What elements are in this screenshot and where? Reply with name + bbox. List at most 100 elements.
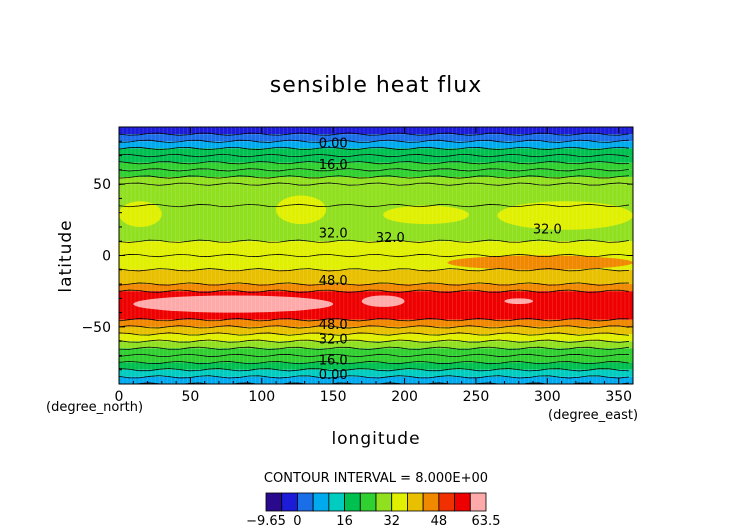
lat-band [119, 269, 633, 285]
contour-line [119, 161, 630, 165]
contour-label: 16.0 [319, 354, 348, 369]
colorbar-swatch [469, 492, 487, 512]
x-tick-label: 100 [248, 389, 275, 405]
y-axis: 50 0 −50 [81, 140, 633, 371]
colorbar-tick-label: 16 [336, 514, 353, 529]
x-tick-label: 0 [115, 389, 124, 405]
x-tick-label: 300 [534, 389, 561, 405]
lat-band [119, 334, 633, 342]
colorbar-swatch [265, 492, 283, 512]
lat-band [119, 341, 633, 349]
colorbar-swatch [281, 492, 298, 512]
contour-interval-text: CONTOUR INTERVAL = 8.000E+00 [264, 471, 488, 486]
x-tick-label: 50 [181, 389, 199, 405]
lat-band [119, 134, 633, 142]
colorbar-swatch [438, 492, 455, 512]
contour-line [119, 375, 630, 379]
colorbar-swatch [422, 492, 440, 512]
x-tick-label: 150 [320, 389, 347, 405]
lat-band [119, 369, 633, 377]
lat-band [119, 362, 633, 370]
lat-band [119, 284, 633, 292]
contour-line [119, 139, 630, 143]
contour-line [119, 289, 630, 293]
colorbar-swatch [375, 492, 393, 512]
y-axis-label: latitude [56, 219, 76, 292]
contour-line [119, 360, 630, 365]
x-unit-label: (degree_east) [548, 408, 638, 423]
field-patch [361, 295, 405, 307]
lat-band [119, 169, 633, 177]
contour-label: 32.0 [533, 222, 562, 237]
contour-line [119, 268, 630, 272]
lat-band [119, 148, 633, 156]
contour-label: 16.0 [319, 158, 348, 173]
lat-band [119, 176, 633, 185]
contour-line [119, 353, 630, 358]
lat-band [119, 155, 633, 163]
contour-line [119, 203, 630, 208]
field-patch [497, 201, 633, 230]
colorbar: −9.65 0 16 32 48 63.5 [246, 492, 501, 529]
contour-line [119, 253, 630, 258]
contour-line [119, 325, 630, 329]
lat-band [119, 355, 633, 363]
contour-line [119, 132, 630, 136]
lat-band [119, 162, 633, 170]
field-patch [504, 298, 534, 305]
field-patch [276, 195, 327, 225]
x-axis-label: longitude [331, 429, 420, 449]
contour-label: 48.0 [319, 318, 348, 333]
colorbar-tick-label: 32 [383, 514, 400, 529]
contour-label: 0.00 [319, 137, 348, 152]
lat-band [119, 127, 633, 135]
colorbar-swatch [328, 492, 345, 512]
contour-label: 0.00 [319, 368, 348, 383]
contour-line [119, 153, 630, 158]
contour-label: 48.0 [319, 274, 348, 289]
colorbar-tick-label: 48 [431, 514, 448, 529]
lat-band [119, 376, 633, 384]
colorbar-swatch [454, 492, 471, 512]
colorbar-swatch [344, 492, 361, 512]
contour-line [119, 239, 630, 243]
colorbar-swatch [407, 492, 424, 512]
y-tick-label: 50 [93, 177, 111, 193]
field-patch [119, 201, 162, 227]
y-tick-label: 0 [102, 249, 111, 265]
chart-title: sensible heat flux [270, 73, 483, 98]
y-tick-label: −50 [81, 320, 111, 336]
x-tick-label: 200 [391, 389, 418, 405]
contour-line [119, 318, 630, 322]
lat-band [119, 326, 633, 335]
contour-line [119, 339, 630, 343]
field-patch [133, 295, 334, 313]
colorbar-swatch [359, 492, 377, 512]
contour-line [119, 168, 630, 172]
x-tick-label: 350 [605, 389, 632, 405]
lat-band [119, 241, 633, 256]
contour-line [119, 346, 630, 350]
contour-line [119, 382, 630, 384]
contour-line [119, 282, 630, 286]
field-patch [447, 255, 633, 270]
x-axis: 0 50 100 150 200 250 300 350 [115, 127, 632, 405]
contour-line [119, 175, 630, 179]
contour-line [119, 332, 630, 336]
x-tick-label: 250 [463, 389, 490, 405]
contour-line [119, 146, 630, 151]
y-unit-label: (degree_north) [46, 400, 143, 415]
vertical-grid-texture [122, 127, 630, 384]
colorbar-tick-label: 63.5 [472, 514, 501, 529]
contour-fill-layer [119, 127, 633, 384]
lat-band [119, 184, 633, 206]
field-patch [383, 205, 469, 225]
lat-band [119, 141, 633, 149]
lat-band [119, 319, 633, 327]
colorbar-swatch [312, 492, 330, 512]
contour-label: 32.0 [319, 332, 348, 347]
contour-line [119, 182, 630, 186]
